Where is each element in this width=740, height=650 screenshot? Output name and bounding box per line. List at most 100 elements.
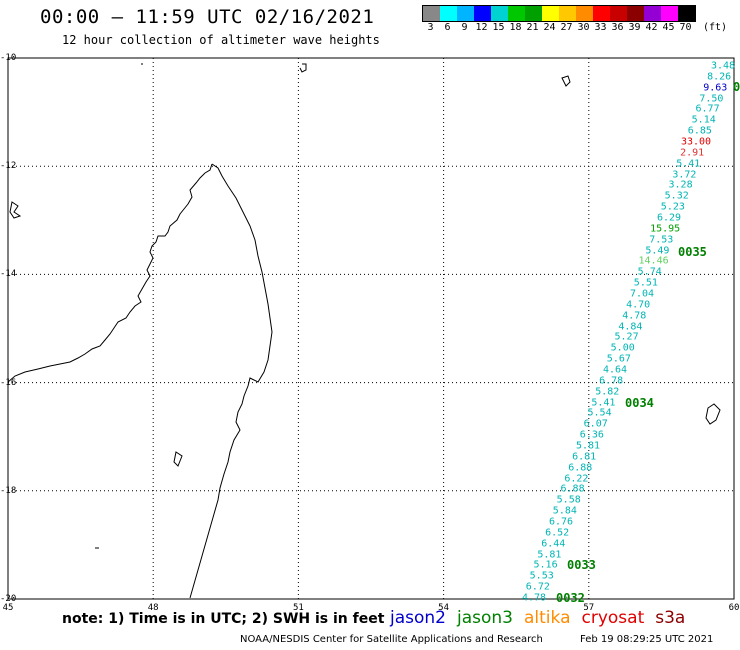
scale-swatch bbox=[474, 6, 491, 21]
wave-height-label: 5.00 bbox=[610, 342, 635, 354]
wave-height-label: 5.84 bbox=[552, 505, 577, 517]
latitude-label: -16 bbox=[0, 377, 17, 388]
wave-height-label: 6.77 bbox=[695, 103, 720, 115]
wave-height-label: 5.58 bbox=[556, 494, 581, 506]
wave-height-label: 33.00 bbox=[680, 136, 712, 148]
wave-height-label: 4.70 bbox=[626, 299, 651, 311]
wave-height-label: 4.84 bbox=[618, 321, 643, 333]
wave-height-label: 6.76 bbox=[548, 516, 574, 528]
wave-height-label: 5.51 bbox=[633, 277, 658, 289]
wave-height-label: 3.28 bbox=[668, 179, 693, 191]
wave-height-label: 6.44 bbox=[541, 538, 566, 550]
islet-b bbox=[9, 201, 22, 219]
scale-swatch bbox=[627, 6, 644, 21]
wave-height-label: 15.95 bbox=[650, 223, 681, 235]
scale-swatch bbox=[508, 6, 525, 21]
satellite-legend-item: altika bbox=[524, 608, 571, 628]
wave-height-label: 8.26 bbox=[707, 71, 732, 83]
latitude-label: -14 bbox=[0, 269, 17, 280]
pass-time-label: 0 bbox=[733, 80, 740, 94]
wave-height-label: 4.78 bbox=[622, 310, 647, 322]
longitude-label: 60 bbox=[728, 603, 740, 613]
scale-swatch bbox=[423, 6, 440, 21]
islet-a bbox=[299, 63, 307, 73]
map-frame bbox=[7, 57, 735, 600]
wave-height-label: 6.81 bbox=[572, 451, 597, 463]
scale-swatch bbox=[457, 6, 474, 21]
islet-c bbox=[173, 451, 183, 467]
wave-height-label: 5.74 bbox=[637, 266, 662, 278]
wave-height-label: 4.64 bbox=[602, 364, 628, 376]
wave-height-label: 7.53 bbox=[649, 234, 674, 246]
wave-height-label: 6.78 bbox=[599, 375, 624, 387]
wave-height-label: 5.16 bbox=[533, 559, 558, 571]
map-title: 00:00 – 11:59 UTC 02/16/2021 bbox=[40, 6, 375, 28]
wave-height-label: 4.78 bbox=[521, 592, 547, 604]
scale-swatch bbox=[593, 6, 610, 21]
scale-label: 33 bbox=[594, 22, 607, 33]
wave-height-label: 3.72 bbox=[672, 169, 697, 181]
footer-note: note: 1) Time is in UTC; 2) SWH is in fe… bbox=[62, 611, 385, 627]
wave-height-label: 5.49 bbox=[645, 245, 670, 257]
wave-height-label: 9.63 bbox=[703, 82, 728, 94]
scale-label: 3 bbox=[427, 22, 434, 33]
scale-label: 9 bbox=[461, 22, 468, 33]
wave-height-label: 5.14 bbox=[691, 114, 716, 126]
wave-height-label: 6.88 bbox=[560, 483, 585, 495]
wave-height-label: 14.46 bbox=[638, 255, 669, 267]
wave-height-label: 6.36 bbox=[579, 429, 604, 441]
wave-height-label: 2.91 bbox=[680, 147, 705, 159]
lat-lon-grid bbox=[8, 58, 734, 599]
wave-height-label: 5.53 bbox=[529, 570, 554, 582]
scale-swatch bbox=[661, 6, 678, 21]
pass-time-label: 0032 bbox=[556, 591, 585, 605]
wave-height-label: 5.32 bbox=[664, 190, 689, 202]
scale-swatch bbox=[678, 6, 695, 21]
wave-height-label: 6.72 bbox=[525, 581, 550, 593]
scale-label: 21 bbox=[526, 22, 539, 33]
wave-height-label: 6.22 bbox=[564, 473, 589, 485]
wave-height-label: 5.41 bbox=[591, 397, 616, 409]
wave-height-label: 5.41 bbox=[676, 158, 701, 170]
footer-timestamp: Feb 19 08:29:25 UTC 2021 bbox=[580, 634, 714, 645]
satellite-legend: jason2 jason3 altika cryosat s3a bbox=[390, 608, 685, 628]
wave-height-label: 5.81 bbox=[575, 440, 601, 452]
scale-swatch bbox=[644, 6, 661, 21]
wave-height-label: 5.82 bbox=[595, 386, 620, 398]
longitude-label: 45 bbox=[2, 603, 14, 613]
scale-label: 12 bbox=[475, 22, 488, 33]
scale-label: 39 bbox=[628, 22, 641, 33]
scale-label: 6 bbox=[444, 22, 451, 33]
wave-height-label: 6.85 bbox=[687, 125, 712, 137]
wave-height-label: 5.54 bbox=[587, 407, 612, 419]
longitude-label: 48 bbox=[147, 603, 159, 613]
scale-label: 42 bbox=[645, 22, 658, 33]
wave-height-label: 7.50 bbox=[699, 93, 724, 105]
color-scale-bar bbox=[422, 5, 696, 22]
wave-height-label: 6.07 bbox=[583, 418, 608, 430]
scale-swatch bbox=[559, 6, 576, 21]
scale-label: 24 bbox=[543, 22, 556, 33]
satellite-legend-item: jason3 bbox=[457, 608, 513, 628]
satellite-legend-item: cryosat bbox=[581, 608, 645, 628]
longitude-label: 57 bbox=[583, 603, 595, 613]
scale-swatch bbox=[542, 6, 559, 21]
scale-swatch bbox=[576, 6, 593, 21]
scale-label: 18 bbox=[509, 22, 522, 33]
wave-height-label: 5.27 bbox=[614, 331, 639, 343]
wave-height-label: 6.88 bbox=[568, 462, 593, 474]
scale-label: 36 bbox=[611, 22, 624, 33]
wave-height-label: 5.81 bbox=[537, 549, 562, 561]
reunion-island bbox=[705, 403, 721, 425]
scale-label: 30 bbox=[577, 22, 590, 33]
latitude-label: -12 bbox=[0, 161, 17, 172]
scale-label: 70 bbox=[679, 22, 692, 33]
latitude-label: -18 bbox=[0, 485, 17, 496]
mauritius-island bbox=[561, 75, 571, 87]
madagascar-east-coast bbox=[189, 163, 273, 599]
footer-credit: NOAA/NESDIS Center for Satellite Applica… bbox=[240, 634, 543, 645]
wave-height-label: 6.29 bbox=[656, 212, 682, 224]
scale-swatch bbox=[440, 6, 457, 21]
latitude-label: -20 bbox=[0, 594, 17, 604]
